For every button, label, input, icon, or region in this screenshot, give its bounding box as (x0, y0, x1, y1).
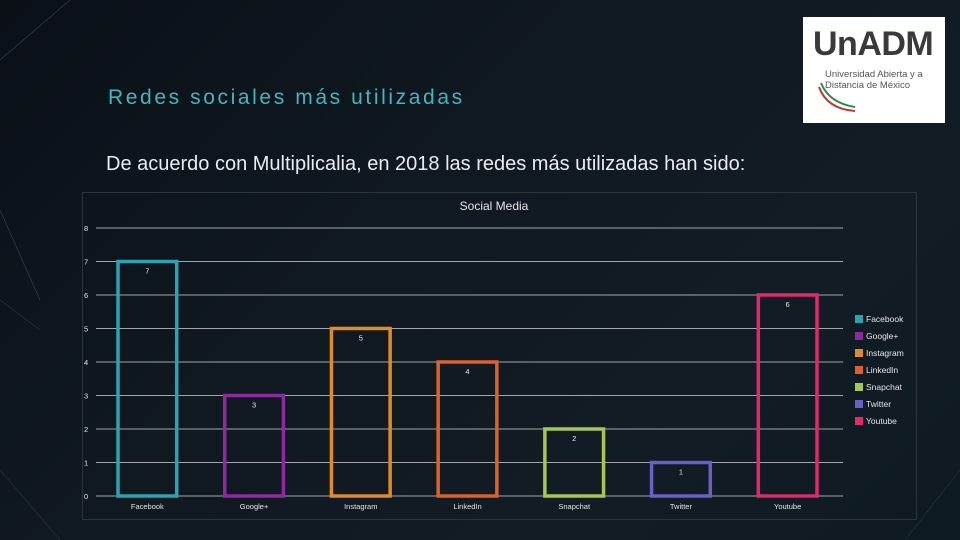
bar-google (222, 393, 286, 498)
data-label: 5 (359, 334, 363, 343)
x-tick-label: Twitter (670, 502, 693, 511)
legend-item: Facebook (855, 310, 925, 327)
x-tick-label: LinkedIn (453, 502, 481, 511)
x-tick-label: Google+ (240, 502, 269, 511)
bar-facebook (116, 259, 179, 498)
legend-label: Snapchat (866, 381, 902, 392)
legend-item: Google+ (855, 327, 925, 344)
data-label: 2 (572, 434, 576, 443)
y-tick-label: 1 (84, 459, 88, 468)
x-tick-label: Instagram (344, 502, 377, 511)
bar-snapchat (543, 427, 606, 498)
legend-swatch (855, 399, 863, 408)
legend-item: Snapchat (855, 378, 925, 395)
x-tick-label: Snapchat (558, 502, 591, 511)
chart-legend: Facebook Google+ Instagram LinkedIn Snapchat… (855, 310, 925, 429)
data-label: 6 (786, 300, 790, 309)
logo-title: UnADM (813, 25, 934, 63)
legend-item: Twitter (855, 395, 925, 412)
bar-twitter (649, 460, 713, 498)
y-tick-label: 8 (84, 224, 88, 233)
y-tick-label: 6 (84, 291, 88, 300)
y-tick-label: 5 (84, 325, 88, 334)
legend-item: Instagram (855, 344, 925, 361)
bar-instagram (329, 326, 392, 498)
y-tick-label: 2 (84, 425, 88, 434)
legend-swatch (855, 382, 863, 391)
chart-frame (82, 192, 917, 520)
legend-label: Facebook (866, 313, 904, 324)
legend-label: Youtube (866, 415, 897, 426)
legend-swatch (855, 348, 863, 357)
data-label: 7 (145, 267, 149, 276)
y-tick-label: 7 (84, 258, 88, 267)
legend-swatch (855, 365, 863, 374)
data-label: 4 (465, 367, 469, 376)
logo-subtitle: Universidad Abierta y a Distancia de Méx… (825, 69, 923, 91)
logo-swoosh-icon (818, 82, 856, 112)
y-tick-label: 3 (84, 392, 88, 401)
unadm-logo: UnADM Universidad Abierta y a Distancia … (803, 17, 945, 123)
y-tick-label: 4 (84, 358, 88, 367)
data-label: 1 (679, 468, 683, 477)
bar-youtube (756, 293, 819, 498)
legend-label: Google+ (866, 330, 899, 341)
bar-linkedin (436, 360, 499, 498)
slide-subtitle: De acuerdo con Multiplicalia, en 2018 la… (106, 153, 746, 175)
x-tick-label: Facebook (131, 502, 164, 511)
legend-item: LinkedIn (855, 361, 925, 378)
y-tick-label: 0 (84, 492, 88, 501)
legend-swatch (855, 416, 863, 425)
chart-title: Social Media (459, 199, 529, 213)
legend-label: LinkedIn (866, 364, 899, 375)
x-tick-label: Youtube (774, 502, 801, 511)
data-label: 3 (252, 401, 256, 410)
legend-item: Youtube (855, 412, 925, 429)
legend-label: Twitter (866, 398, 892, 409)
legend-swatch (855, 331, 863, 340)
legend-label: Instagram (866, 347, 904, 358)
legend-swatch (855, 314, 863, 323)
slide-title: Redes sociales más utilizadas (108, 86, 465, 109)
